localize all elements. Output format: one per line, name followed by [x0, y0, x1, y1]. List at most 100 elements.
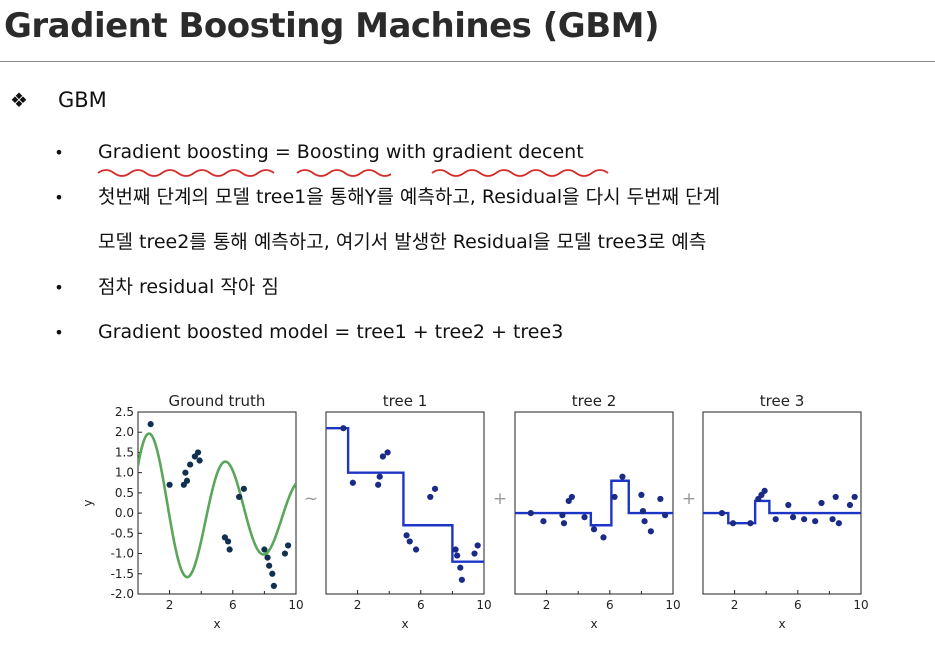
data-point	[269, 570, 276, 577]
data-point	[761, 487, 768, 494]
data-point	[194, 449, 202, 456]
bullet-dot-icon: •	[54, 323, 64, 342]
data-point	[187, 461, 194, 468]
data-point	[581, 514, 588, 521]
y-tick-label: 2.0	[115, 425, 134, 439]
x-tick-label: 6	[417, 598, 425, 612]
y-tick-label: -2.0	[111, 587, 134, 601]
data-point	[349, 479, 356, 486]
chart-panel-3: tree 2 2 6 10 x	[514, 392, 681, 631]
tree-step-line	[703, 499, 861, 525]
x-tick-label: 2	[731, 598, 739, 612]
bullet-line-1: 첫번째 단계의 모델 tree1을 통해Y를 예측하고, Residual을 다…	[98, 186, 721, 208]
data-point	[812, 518, 819, 525]
wavy-underline	[97, 169, 275, 177]
data-point	[474, 542, 481, 549]
data-point	[600, 534, 607, 541]
data-point	[340, 425, 347, 432]
data-point	[832, 493, 839, 501]
data-point	[718, 510, 726, 517]
data-point	[638, 491, 645, 499]
data-point	[270, 582, 277, 590]
chart-panel-4: tree 3 2 6 10 x	[702, 392, 869, 631]
bullet-line-2: 모델 tree2를 통해 예측하고, 여기서 발생한 Residual을 모델 …	[98, 231, 707, 253]
data-point	[527, 510, 534, 517]
chart-title: Ground truth	[169, 392, 266, 410]
bullet-residual-shrinks: • 점차 residual 작아 짐	[52, 265, 932, 310]
data-point	[818, 499, 825, 507]
diamond-bullet-icon: ❖	[10, 88, 28, 112]
underlined-term-boosting: Boosting	[296, 130, 391, 177]
data-point	[166, 481, 173, 488]
x-tick-label: 6	[606, 598, 614, 612]
y-tick-label: 1.5	[115, 445, 134, 459]
title-divider	[0, 61, 935, 62]
y-tick-label: 0.0	[115, 506, 134, 520]
data-point	[611, 493, 618, 501]
figure-operator: ~	[304, 489, 318, 509]
data-point	[226, 546, 233, 553]
data-point	[772, 516, 779, 523]
bullet-boosted-model: • Gradient boosted model = tree1 + tree2…	[52, 310, 932, 355]
x-tick-label: 2	[166, 598, 174, 612]
section-heading: ❖ GBM	[10, 88, 107, 112]
x-axis-label: x	[401, 617, 408, 631]
data-point	[662, 512, 669, 519]
ground-truth-curve	[138, 432, 296, 579]
x-tick-label: 10	[288, 598, 303, 612]
data-point	[281, 550, 289, 557]
chart-title: tree 3	[760, 392, 805, 410]
chart-title: tree 2	[572, 392, 617, 410]
y-tick-label: -1.5	[111, 567, 134, 581]
data-point	[471, 550, 478, 557]
data-point	[835, 520, 842, 527]
wavy-underline	[296, 169, 391, 177]
data-point	[431, 485, 439, 492]
gbm-figure: Ground truth 2 6 10 x 2.5 2.0 1.5 1.0 0.5 0.0 -0.5 -…	[81, 392, 869, 631]
bullet-residual-process: • 첫번째 단계의 모델 tree1을 통해Y를 예측하고, Residual을…	[52, 175, 932, 265]
x-axis-label: x	[778, 617, 785, 631]
data-point	[379, 453, 386, 460]
data-point	[285, 542, 292, 549]
bullet-list: • Gradient boosting = Boosting with grad…	[52, 130, 932, 355]
data-point	[261, 546, 268, 553]
tree-step-line	[326, 426, 484, 563]
data-point	[236, 493, 243, 501]
plot-frame	[325, 411, 485, 595]
data-point	[647, 528, 654, 535]
chart-panel-1: Ground truth 2 6 10 x 2.5 2.0 1.5 1.0 0.5 0.0 -0.5 -…	[81, 392, 304, 631]
data-point	[375, 481, 382, 488]
data-point	[406, 538, 413, 545]
x-tick-label: 2	[354, 598, 362, 612]
data-point	[376, 473, 383, 480]
data-point	[657, 495, 664, 503]
bullet-dot-icon: •	[54, 143, 64, 162]
data-point	[619, 473, 626, 480]
data-point	[851, 493, 858, 501]
plot-frame	[137, 411, 297, 595]
data-point	[384, 449, 391, 456]
data-point	[183, 477, 191, 484]
x-tick-label: 6	[229, 598, 237, 612]
data-point	[540, 518, 547, 525]
data-point	[264, 554, 271, 561]
x-tick-label: 2	[543, 598, 551, 612]
data-point	[458, 576, 465, 583]
data-point	[403, 532, 410, 539]
data-point	[147, 421, 154, 428]
y-tick-label: 0.5	[115, 486, 134, 500]
data-point	[801, 516, 808, 523]
data-point	[452, 546, 459, 553]
bullet-gradient-boosting: • Gradient boosting = Boosting with grad…	[52, 130, 932, 177]
data-point	[240, 485, 247, 492]
underlined-term-gradient-decent: gradient decent	[431, 130, 609, 177]
data-point	[639, 507, 647, 515]
x-tick-label: 10	[665, 598, 680, 612]
data-point	[266, 562, 273, 569]
y-tick-label: 1.0	[115, 466, 134, 480]
data-point	[785, 501, 792, 509]
data-point	[729, 520, 737, 527]
plot-frame	[702, 411, 862, 595]
chart-title: tree 1	[383, 392, 428, 410]
data-point	[590, 526, 598, 533]
